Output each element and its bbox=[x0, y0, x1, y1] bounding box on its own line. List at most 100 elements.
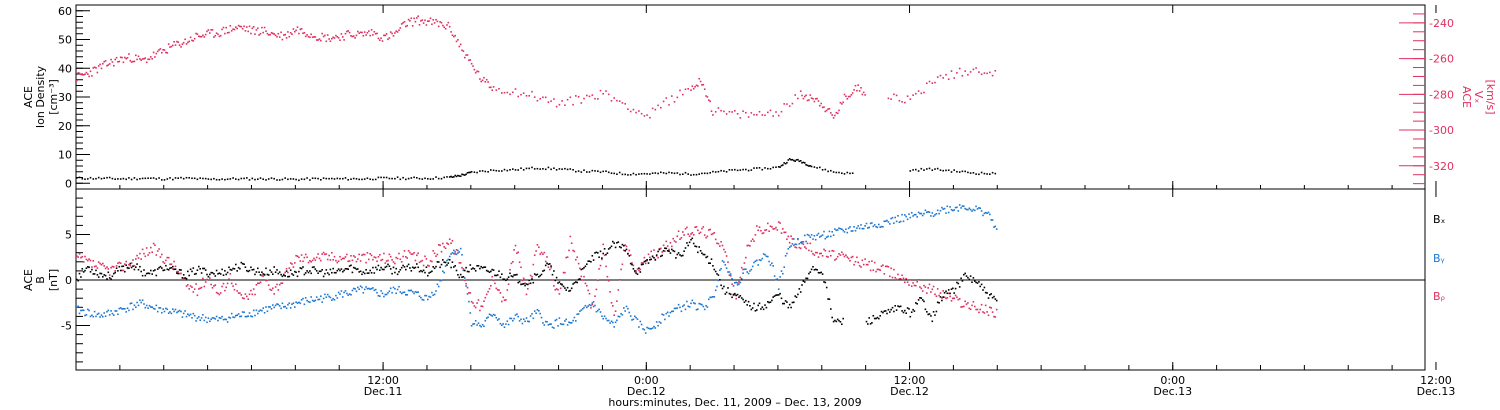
by-point bbox=[326, 293, 329, 296]
by-point bbox=[584, 304, 587, 307]
vx-point bbox=[484, 81, 487, 83]
bx-point bbox=[300, 267, 303, 270]
bz-point bbox=[879, 269, 881, 271]
by-point bbox=[787, 248, 790, 250]
by-point bbox=[831, 231, 833, 233]
density-point bbox=[199, 177, 201, 179]
density-point bbox=[333, 178, 336, 180]
density-point bbox=[915, 168, 917, 171]
by-point bbox=[561, 323, 563, 326]
bx-point bbox=[965, 275, 968, 277]
vx-point bbox=[978, 71, 980, 73]
density-point bbox=[980, 171, 983, 174]
bx-point bbox=[365, 269, 367, 271]
vx-point bbox=[989, 71, 991, 74]
bz-point bbox=[521, 279, 524, 282]
vx-point bbox=[376, 32, 378, 35]
density-point bbox=[377, 176, 380, 179]
bz-point bbox=[147, 254, 149, 256]
by-point bbox=[166, 308, 169, 311]
bx-point bbox=[550, 265, 552, 267]
by-point bbox=[139, 299, 141, 301]
bx-point bbox=[980, 283, 983, 286]
bx-point bbox=[712, 265, 714, 267]
bz-point bbox=[768, 230, 770, 232]
bz-point bbox=[765, 229, 768, 231]
bx-point bbox=[836, 318, 839, 321]
bx-point bbox=[487, 270, 489, 273]
vx-point bbox=[580, 102, 583, 104]
by-point bbox=[945, 212, 947, 214]
time-tick-label: 0:00 bbox=[1160, 374, 1185, 387]
by-point bbox=[491, 315, 493, 317]
vx-point bbox=[265, 30, 267, 32]
vx-point bbox=[147, 58, 149, 61]
bx-point bbox=[787, 306, 790, 309]
by-point bbox=[540, 316, 543, 319]
density-point bbox=[158, 177, 160, 179]
bx-point bbox=[513, 274, 515, 276]
density-point bbox=[660, 171, 662, 174]
bx-point bbox=[657, 250, 659, 253]
density-point bbox=[108, 176, 111, 179]
vx-point bbox=[427, 20, 429, 22]
by-point bbox=[613, 326, 615, 328]
bz-point bbox=[546, 256, 548, 258]
bx-point bbox=[614, 246, 617, 249]
by-point bbox=[527, 320, 529, 323]
bx-point bbox=[909, 315, 912, 318]
bx-point bbox=[102, 276, 104, 278]
bx-point bbox=[214, 275, 217, 277]
vx-point bbox=[939, 74, 942, 77]
by-point bbox=[665, 312, 668, 315]
bz-point bbox=[839, 254, 842, 256]
bx-point bbox=[825, 286, 828, 289]
bz-point bbox=[358, 253, 360, 256]
vx-point bbox=[206, 30, 208, 33]
vx-point bbox=[169, 46, 171, 48]
b-tick-label: 0 bbox=[65, 274, 72, 287]
density-point bbox=[278, 179, 281, 181]
bz-point bbox=[355, 260, 358, 263]
density-point bbox=[945, 169, 947, 172]
by-point bbox=[444, 265, 447, 267]
bz-point bbox=[603, 254, 606, 257]
by-point bbox=[479, 324, 481, 327]
by-point bbox=[344, 290, 347, 292]
density-point bbox=[942, 169, 944, 172]
by-point bbox=[91, 314, 93, 317]
by-point bbox=[498, 318, 500, 320]
bz-point bbox=[251, 293, 254, 296]
bz-point bbox=[559, 287, 562, 290]
top-panel-frame bbox=[75, 4, 1426, 190]
by-point bbox=[161, 311, 163, 314]
bz-point bbox=[506, 289, 509, 291]
bz-point bbox=[78, 253, 81, 255]
bz-point bbox=[182, 277, 185, 280]
vx-point bbox=[847, 95, 850, 98]
by-point bbox=[243, 311, 245, 314]
density-point bbox=[81, 178, 84, 180]
vx-point bbox=[613, 97, 615, 99]
bx-point bbox=[542, 270, 544, 272]
vx-point bbox=[354, 37, 356, 39]
bz-point bbox=[746, 244, 748, 247]
bz-point bbox=[620, 268, 622, 271]
bz-point bbox=[354, 256, 356, 258]
vx-axis-label-line2: Vₓ bbox=[1472, 91, 1485, 104]
bz-point bbox=[172, 268, 174, 270]
bx-point bbox=[756, 309, 758, 311]
vx-point bbox=[403, 21, 406, 23]
vx-point bbox=[616, 99, 618, 102]
bz-point bbox=[802, 243, 805, 246]
bx-point bbox=[450, 266, 452, 269]
legend-bz: Bᵨ bbox=[1433, 290, 1446, 303]
bz-point bbox=[99, 262, 101, 265]
bx-point bbox=[883, 310, 886, 312]
vx-point bbox=[920, 92, 923, 95]
by-point bbox=[606, 319, 609, 322]
vx-point bbox=[399, 27, 402, 29]
by-point bbox=[729, 273, 732, 275]
bx-point bbox=[158, 266, 160, 269]
bx-point bbox=[830, 308, 832, 310]
